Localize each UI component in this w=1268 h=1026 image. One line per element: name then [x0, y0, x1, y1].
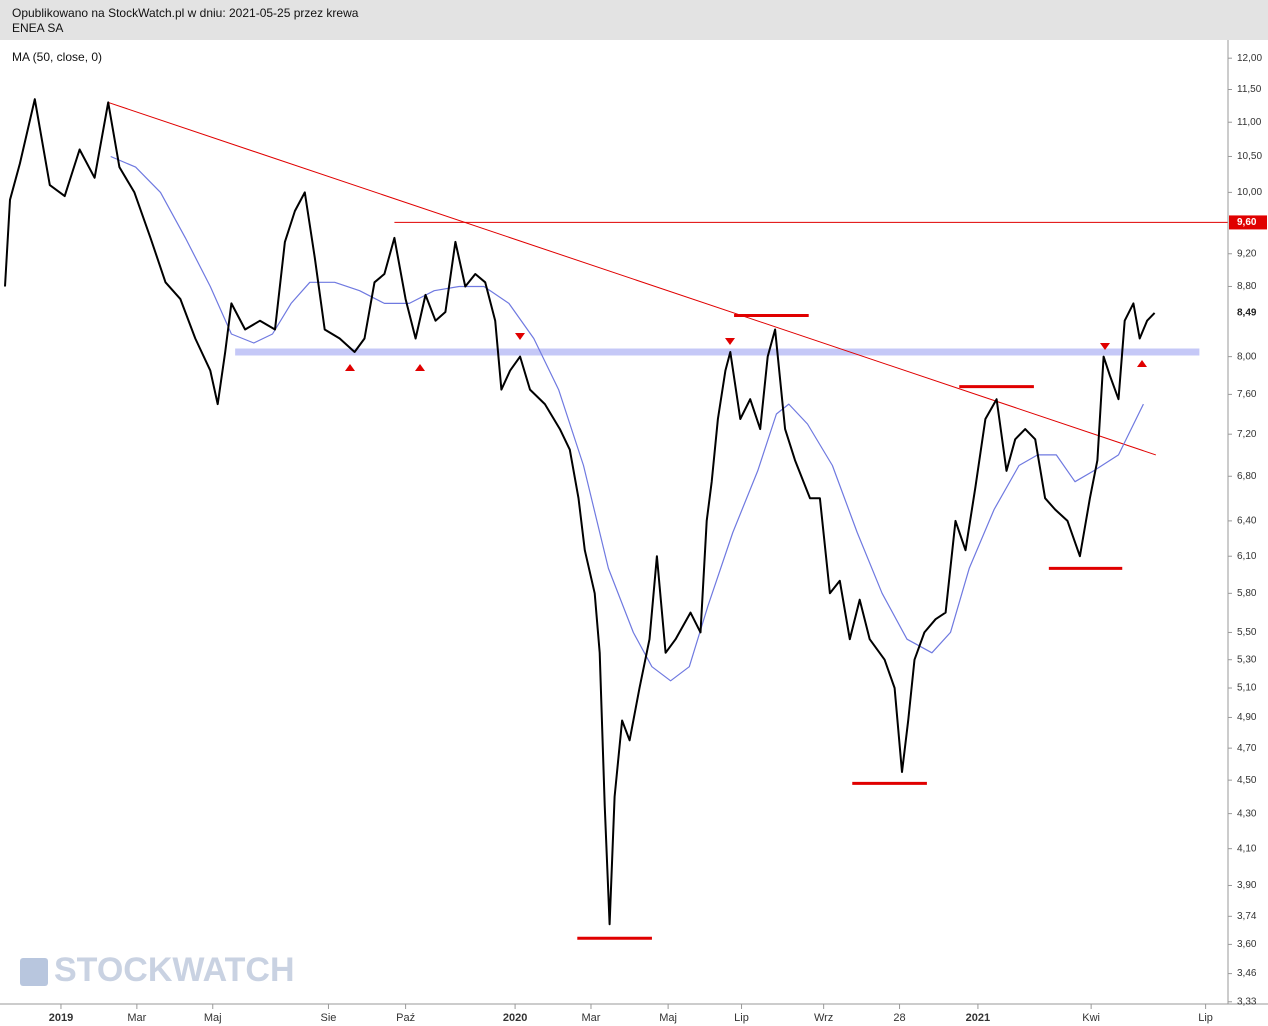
price-label: 9,60	[1237, 217, 1257, 228]
symbol: ENEA SA	[12, 21, 64, 35]
marker	[415, 364, 425, 371]
x-tick-label: Maj	[659, 1012, 677, 1024]
x-tick-label: Paź	[396, 1012, 415, 1024]
marker	[725, 338, 735, 345]
y-tick-label: 10,50	[1237, 151, 1262, 162]
y-tick-label: 6,10	[1237, 551, 1257, 562]
y-tick-label: 4,90	[1237, 712, 1257, 723]
y-tick-label: 8,80	[1237, 281, 1257, 292]
price-label-box	[1229, 215, 1267, 230]
y-tick-label: 11,50	[1237, 84, 1262, 95]
y-tick-label: 5,80	[1237, 588, 1257, 599]
x-tick-label: Kwi	[1082, 1012, 1100, 1024]
y-tick-label: 7,60	[1237, 389, 1257, 400]
y-tick-label: 7,20	[1237, 429, 1257, 440]
y-tick-label: 4,30	[1237, 808, 1257, 819]
y-tick-label: 9,20	[1237, 248, 1257, 259]
price-label-box	[1229, 305, 1267, 320]
markers	[345, 333, 1147, 371]
plot	[4, 98, 1228, 940]
y-tick-label: 3,60	[1237, 939, 1257, 950]
y-tick-label: 12,00	[1237, 53, 1262, 64]
x-tick-label: Lip	[734, 1012, 749, 1024]
indicator-label: MA (50, close, 0)	[12, 50, 102, 64]
published-note: Opublikowano na StockWatch.pl w dniu: 20…	[12, 6, 359, 20]
y-tick-label: 11,00	[1237, 117, 1262, 128]
marker	[345, 364, 355, 371]
logo-icon	[20, 958, 48, 986]
y-tick-label: 8,00	[1237, 351, 1257, 362]
y-tick-label: 6,80	[1237, 471, 1257, 482]
x-tick-label: Lip	[1198, 1012, 1213, 1024]
x-tick-label: Maj	[204, 1012, 222, 1024]
x-tick-label: Wrz	[814, 1012, 833, 1024]
ma-line	[110, 155, 1144, 682]
y-tick-label: 3,90	[1237, 880, 1257, 891]
x-tick-label: 28	[893, 1012, 905, 1024]
watermark: STOCKWATCH	[54, 951, 295, 989]
y-tick-label: 3,46	[1237, 968, 1257, 979]
trend-line	[108, 101, 1156, 456]
header: Opublikowano na StockWatch.pl w dniu: 20…	[0, 0, 1268, 40]
y-tick-label: 4,10	[1237, 843, 1257, 854]
y-tick-label: 5,10	[1237, 683, 1257, 694]
y-tick-label: 5,30	[1237, 654, 1257, 665]
marker	[1137, 360, 1147, 367]
y-tick-label: 5,50	[1237, 627, 1257, 638]
x-tick-label: Mar	[127, 1012, 146, 1024]
marker	[1100, 343, 1110, 350]
y-tick-label: 3,33	[1237, 996, 1257, 1007]
x-tick-label: Sie	[321, 1012, 337, 1024]
y-tick-label: 10,00	[1237, 187, 1262, 198]
y-tick-label: 3,74	[1237, 911, 1257, 922]
y-tick-label: 4,70	[1237, 743, 1257, 754]
x-tick-label: 2020	[503, 1012, 527, 1024]
y-tick-label: 4,50	[1237, 775, 1257, 786]
y-tick-label: 6,40	[1237, 516, 1257, 527]
x-tick-label: 2019	[49, 1012, 73, 1024]
price-label: 8,49	[1237, 308, 1257, 319]
x-tick-label: Mar	[582, 1012, 601, 1024]
marker	[515, 333, 525, 340]
x-tick-label: 2021	[966, 1012, 990, 1024]
price-line	[4, 98, 1156, 926]
